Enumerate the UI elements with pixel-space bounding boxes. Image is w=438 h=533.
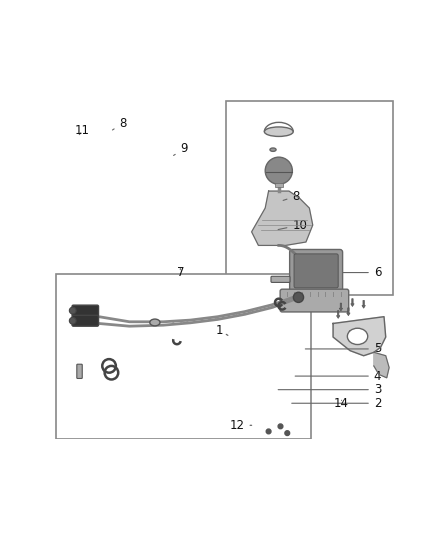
Circle shape bbox=[285, 431, 290, 435]
Text: 2: 2 bbox=[292, 397, 381, 410]
Text: 14: 14 bbox=[334, 397, 349, 410]
FancyBboxPatch shape bbox=[290, 249, 343, 296]
FancyArrow shape bbox=[339, 303, 343, 311]
Text: 7: 7 bbox=[177, 266, 184, 279]
Polygon shape bbox=[374, 352, 389, 378]
Ellipse shape bbox=[270, 148, 276, 151]
Text: 9: 9 bbox=[173, 142, 188, 156]
FancyBboxPatch shape bbox=[294, 254, 338, 288]
FancyArrow shape bbox=[346, 308, 350, 316]
FancyBboxPatch shape bbox=[72, 305, 99, 316]
Circle shape bbox=[69, 307, 76, 314]
Bar bbox=[57, 274, 311, 439]
FancyArrow shape bbox=[351, 298, 354, 306]
Bar bbox=[275, 183, 283, 187]
Bar bbox=[226, 101, 392, 295]
FancyBboxPatch shape bbox=[77, 364, 82, 378]
Circle shape bbox=[266, 429, 271, 434]
Text: 13: 13 bbox=[348, 329, 363, 342]
Text: 10: 10 bbox=[278, 219, 307, 231]
Ellipse shape bbox=[265, 127, 293, 136]
Ellipse shape bbox=[347, 328, 368, 344]
Polygon shape bbox=[333, 317, 386, 356]
FancyBboxPatch shape bbox=[271, 276, 290, 282]
FancyArrow shape bbox=[362, 301, 365, 308]
Text: 3: 3 bbox=[278, 383, 381, 396]
Text: 5: 5 bbox=[305, 342, 381, 356]
Circle shape bbox=[278, 424, 283, 429]
Circle shape bbox=[69, 317, 76, 324]
Ellipse shape bbox=[150, 319, 160, 326]
Text: 4: 4 bbox=[295, 369, 381, 383]
Text: 11: 11 bbox=[75, 124, 90, 137]
Circle shape bbox=[293, 292, 304, 302]
Circle shape bbox=[265, 157, 293, 184]
FancyArrow shape bbox=[336, 311, 340, 318]
Text: 8: 8 bbox=[283, 190, 300, 203]
FancyBboxPatch shape bbox=[72, 316, 99, 326]
Text: 8: 8 bbox=[113, 117, 127, 130]
Text: 1: 1 bbox=[216, 324, 228, 337]
Text: 12: 12 bbox=[230, 419, 251, 432]
Polygon shape bbox=[251, 191, 313, 245]
Text: 6: 6 bbox=[343, 266, 381, 279]
FancyBboxPatch shape bbox=[280, 289, 349, 312]
